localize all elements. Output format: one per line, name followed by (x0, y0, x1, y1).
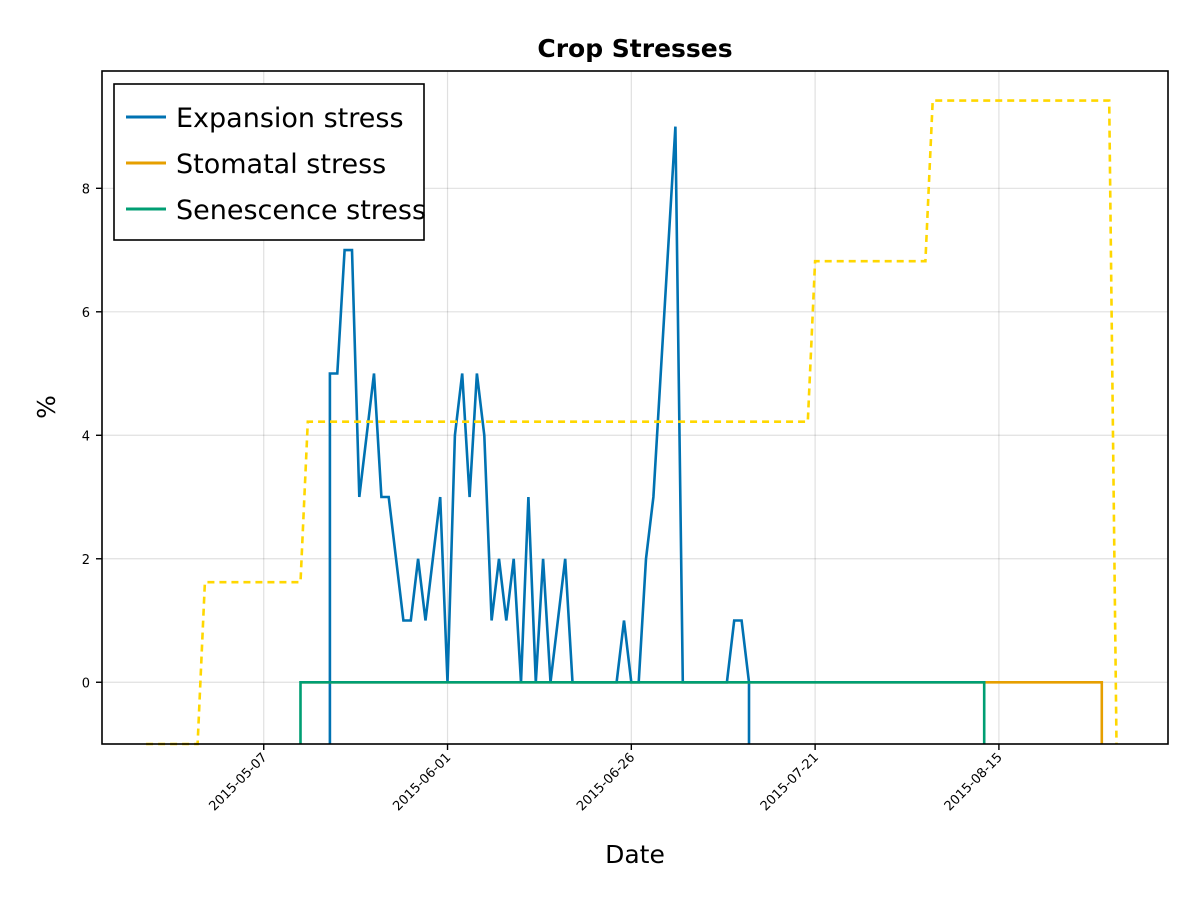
dashed-series-line (146, 99, 1118, 746)
x-tick-label: 2015-07-21 (758, 750, 822, 814)
x-axis-label: Date (605, 840, 665, 869)
y-tick-label: 2 (82, 553, 90, 568)
senescence-stress-line (299, 680, 986, 744)
x-axis-ticks: 2015-05-07 2015-06-01 2015-06-26 2015-07-21… (207, 744, 1006, 814)
legend-label: Senescence stress (176, 195, 426, 226)
y-axis-label: % (32, 395, 61, 419)
y-tick-label: 4 (82, 429, 90, 444)
y-tick-label: 0 (82, 676, 90, 691)
legend-label: Expansion stress (176, 103, 404, 134)
x-tick-label: 2015-08-15 (942, 750, 1006, 814)
stomatal-stress-line (300, 680, 1104, 744)
y-tick-label: 6 (82, 306, 90, 321)
legend-label: Stomatal stress (176, 149, 386, 180)
x-tick-label: 2015-06-01 (390, 750, 454, 814)
x-tick-label: 2015-05-07 (207, 750, 271, 814)
legend: Expansion stress Stomatal stress Senescenc… (113, 83, 426, 241)
series-lines (146, 99, 1118, 746)
y-tick-label: 8 (82, 182, 90, 197)
x-tick-label: 2015-06-26 (574, 750, 638, 814)
plot-frame (101, 70, 1169, 745)
chart-title: Crop Stresses (537, 34, 732, 63)
expansion-stress-line (328, 126, 751, 744)
y-axis-ticks: 0 2 4 6 8 (82, 182, 102, 691)
